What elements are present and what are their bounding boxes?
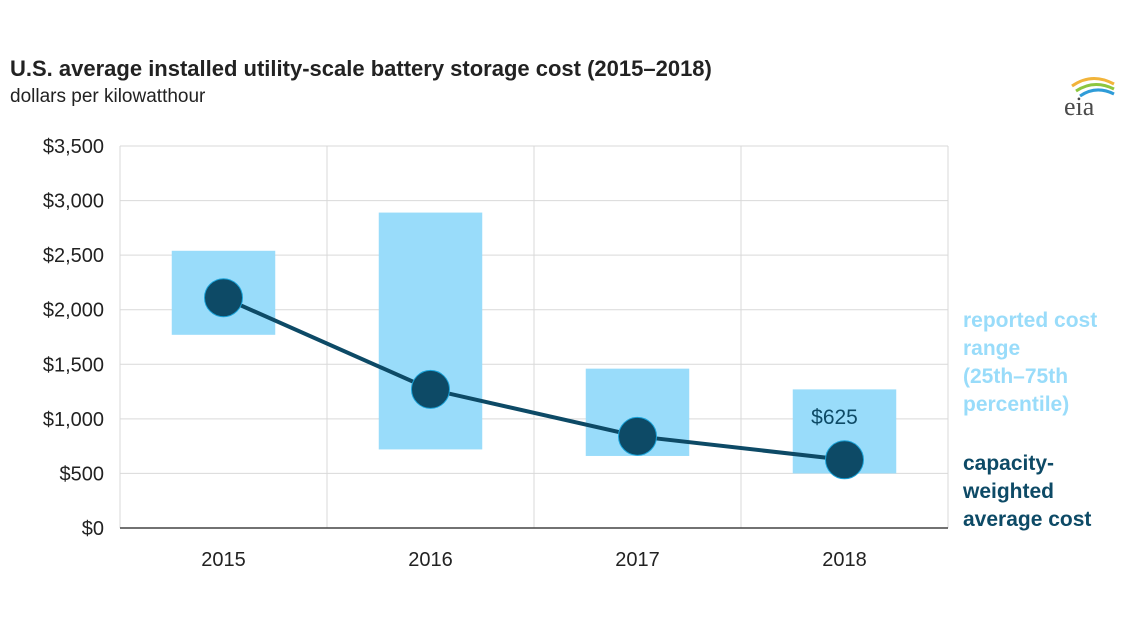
eia-logo: eia — [1064, 77, 1115, 120]
legend-cost-range: reported cost range (25th–75th percentil… — [963, 307, 1097, 419]
y-tick-label: $3,500 — [43, 136, 104, 158]
average-cost-point — [204, 278, 243, 318]
legend-range-line: reported cost — [963, 309, 1098, 332]
chart-title: U.S. average installed utility-scale bat… — [10, 56, 712, 81]
x-tick-label: 2018 — [822, 549, 867, 571]
legend-range-line: (25th–75th — [963, 365, 1069, 388]
x-tick-label: 2017 — [615, 549, 660, 571]
x-tick-label: 2016 — [408, 549, 453, 571]
legend-range-line: percentile) — [963, 393, 1070, 416]
average-cost-points — [204, 278, 864, 480]
average-cost-point — [618, 416, 657, 456]
average-cost-line — [222, 295, 845, 462]
eia-logo-text: eia — [1064, 92, 1095, 120]
y-tick-label: $1,000 — [43, 409, 104, 431]
average-cost-point — [825, 440, 864, 480]
legend-avg-line: weighted — [963, 480, 1055, 503]
x-tick-label: 2015 — [201, 549, 246, 571]
cost-range-bar — [378, 212, 483, 450]
y-tick-label: $500 — [60, 463, 105, 485]
average-cost-line-path — [222, 295, 845, 462]
average-cost-point — [411, 369, 450, 409]
y-tick-label: $0 — [82, 518, 104, 540]
data-label: $625 — [811, 406, 858, 429]
legend-avg-line: average cost — [963, 508, 1092, 531]
legend-average-cost: capacity- weighted average cost — [963, 450, 1091, 534]
y-tick-label: $2,000 — [43, 300, 104, 322]
y-tick-label: $1,500 — [43, 354, 104, 376]
chart-subtitle: dollars per kilowatthour — [10, 86, 206, 107]
legend-avg-line: capacity- — [963, 452, 1055, 475]
y-tick-label: $3,000 — [43, 191, 104, 213]
tick-labels: $0 $500 $1,000 $1,500 $2,000 $2,500 $3,000 $3,5… — [43, 136, 867, 571]
legend-range-line: range — [963, 337, 1021, 360]
y-tick-label: $2,500 — [43, 245, 104, 267]
